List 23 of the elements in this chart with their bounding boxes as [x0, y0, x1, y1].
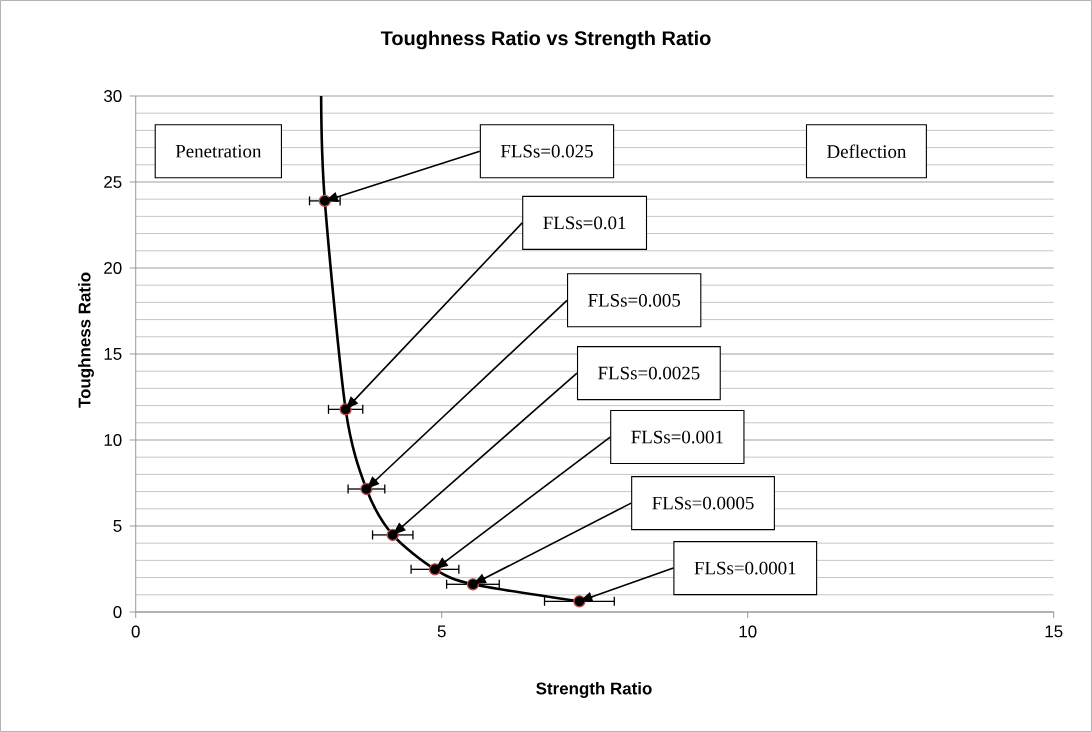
x-tick-label: 15	[1045, 625, 1063, 638]
y-tick-label: 5	[113, 520, 122, 532]
annotation: Penetration	[175, 144, 262, 158]
annotation: FLSs=0.0001	[694, 561, 796, 575]
y-tick-label: 30	[103, 89, 122, 102]
chart-title: Toughness Ratio vs Strength Ratio	[380, 30, 711, 50]
x-axis-title: Strength Ratio	[536, 682, 652, 698]
y-tick-label: 10	[104, 433, 122, 446]
annotation: Deflection	[827, 144, 907, 158]
y-tick-label: 25	[104, 175, 122, 188]
annotation: FLSs=0.0005	[652, 496, 754, 510]
y-tick-label: 0	[113, 605, 122, 618]
y-tick-label: 15	[104, 348, 122, 360]
annotation: FLSs=0.0025	[598, 366, 700, 380]
x-tick-label: 0	[131, 625, 140, 638]
y-tick-label: 20	[104, 261, 122, 274]
annotation: FLSs=0.01	[543, 216, 626, 230]
annotation: FLSs=0.005	[588, 293, 681, 307]
x-tick-label: 5	[437, 625, 446, 638]
annotation: FLSs=0.001	[631, 430, 723, 444]
x-tick-label: 10	[739, 625, 757, 638]
y-axis-title: Toughness Ratio	[78, 272, 94, 408]
annotation: FLSs=0.025	[500, 144, 593, 158]
